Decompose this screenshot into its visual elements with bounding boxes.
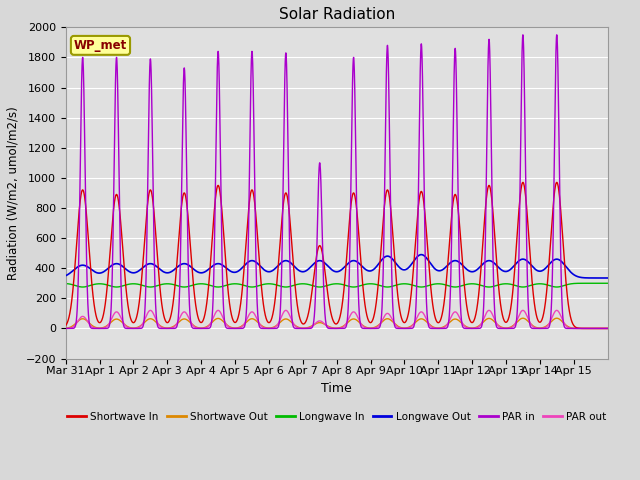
Legend: Shortwave In, Shortwave Out, Longwave In, Longwave Out, PAR in, PAR out: Shortwave In, Shortwave Out, Longwave In… bbox=[63, 408, 610, 426]
Title: Solar Radiation: Solar Radiation bbox=[278, 7, 395, 22]
Text: WP_met: WP_met bbox=[74, 39, 127, 52]
X-axis label: Time: Time bbox=[321, 382, 352, 395]
Y-axis label: Radiation (W/m2, umol/m2/s): Radiation (W/m2, umol/m2/s) bbox=[7, 106, 20, 280]
